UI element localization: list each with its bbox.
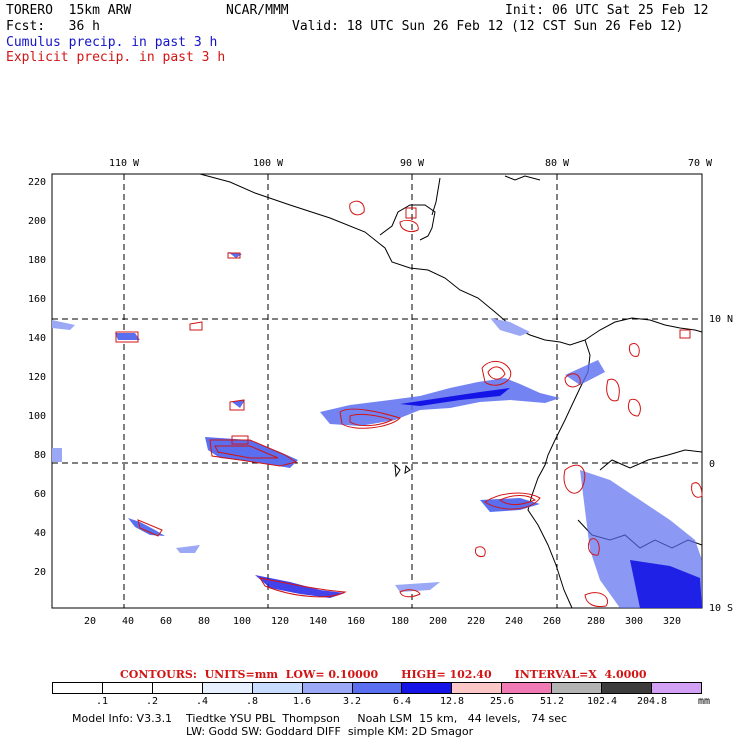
colorbar-label: 102.4 [586, 696, 618, 707]
lat-label: 10 S [709, 603, 733, 614]
x-tick: 260 [543, 616, 561, 627]
colorbar-labels: .1 .2 .4 .8 1.6 3.2 6.4 12.8 25.6 51.2 102.4 204.8 [52, 696, 702, 708]
lon-label: 110 W [109, 158, 140, 169]
colorbar-label: 204.8 [636, 696, 668, 707]
y-tick: 200 [28, 216, 46, 227]
x-tick: 100 [233, 616, 251, 627]
colorbar-swatch [102, 683, 153, 693]
lat-label: 0 [709, 459, 715, 470]
colorbar-label: .2 [145, 696, 159, 707]
x-tick: 180 [391, 616, 409, 627]
x-tick: 120 [271, 616, 289, 627]
x-tick: 160 [347, 616, 365, 627]
latitude-labels: 10 N 0 10 S [709, 314, 733, 614]
org-label: NCAR/MMM [226, 3, 289, 18]
colorbar-swatch [352, 683, 403, 693]
colorbar-swatch [652, 683, 701, 693]
y-tick: 180 [28, 255, 46, 266]
lon-label: 90 W [400, 158, 425, 169]
lon-label: 80 W [545, 158, 570, 169]
x-tick: 80 [198, 616, 210, 627]
x-tick: 20 [84, 616, 96, 627]
y-tick: 100 [28, 411, 46, 422]
colorbar-label: 12.8 [439, 696, 465, 707]
colorbar-label: 25.6 [489, 696, 515, 707]
colorbar-swatch [602, 683, 653, 693]
y-tick: 20 [34, 567, 46, 578]
colorbar-label: 6.4 [392, 696, 412, 707]
colorbar-swatch [452, 683, 503, 693]
legend-explicit: Explicit precip. in past 3 h [6, 50, 226, 65]
colorbar-swatch [152, 683, 203, 693]
colorbar-label: .4 [195, 696, 209, 707]
model-info: Model Info: V3.3.1 Tiedtke YSU PBL Thomp… [72, 712, 568, 725]
valid-time: Valid: 18 UTC Sun 26 Feb 12 (12 CST Sun … [292, 19, 684, 34]
contour-interval: INTERVAL=X 4.0000 [514, 668, 647, 681]
x-tick: 280 [587, 616, 605, 627]
y-tick: 60 [34, 489, 46, 500]
y-tick: 120 [28, 372, 46, 383]
model-physics: LW: Godd SW: Goddard DIFF simple KM: 2D … [186, 725, 474, 738]
y-tick: 140 [28, 333, 46, 344]
x-tick: 60 [160, 616, 172, 627]
colorbar-label: .8 [245, 696, 259, 707]
colorbar [52, 682, 702, 694]
colorbar-swatch [202, 683, 253, 693]
graticule [52, 174, 702, 608]
y-tick: 40 [34, 528, 46, 539]
y-tick: 160 [28, 294, 46, 305]
colorbar-label: 3.2 [342, 696, 362, 707]
y-axis: 220 200 180 160 140 120 100 80 60 40 20 [28, 177, 46, 578]
contour-low: LOW= 0.10000 [285, 668, 379, 681]
legend-cumulus: Cumulus precip. in past 3 h [6, 35, 218, 50]
colorbar-label: 1.6 [292, 696, 312, 707]
lon-label: 70 W [688, 158, 713, 169]
y-tick: 80 [34, 450, 46, 461]
forecast-hour: Fcst: 36 h [6, 19, 100, 34]
contour-label: CONTOURS: [120, 668, 197, 681]
x-tick: 240 [505, 616, 523, 627]
map-frame [51, 173, 703, 609]
colorbar-swatch [53, 683, 103, 693]
colorbar-swatch [502, 683, 553, 693]
x-tick: 200 [429, 616, 447, 627]
x-tick: 140 [309, 616, 327, 627]
explicit-precip-contours [115, 200, 703, 607]
colorbar-unit: mm [698, 696, 711, 707]
x-tick: 300 [625, 616, 643, 627]
lon-label: 100 W [253, 158, 284, 169]
x-axis: 20 40 60 80 100 120 140 160 180 200 220 … [84, 616, 681, 627]
colorbar-swatch [402, 683, 453, 693]
colorbar-label: 51.2 [539, 696, 565, 707]
contour-units: UNITS=mm [204, 668, 278, 681]
x-tick: 220 [467, 616, 485, 627]
cumulus-precip [52, 252, 702, 608]
x-tick: 320 [663, 616, 681, 627]
colorbar-swatch [552, 683, 603, 693]
colorbar-swatch [252, 683, 303, 693]
model-title: TORERO 15km ARW [6, 3, 132, 18]
lat-label: 10 N [709, 314, 733, 325]
colorbar-label: .1 [95, 696, 109, 707]
init-time: Init: 06 UTC Sat 25 Feb 12 [505, 3, 709, 18]
contour-high: HIGH= 102.40 [401, 668, 492, 681]
contour-info: CONTOURS: UNITS=mm LOW= 0.10000 HIGH= 10… [120, 668, 647, 681]
x-tick: 40 [122, 616, 134, 627]
y-tick: 220 [28, 177, 46, 188]
colorbar-swatch [302, 683, 353, 693]
longitude-labels: 110 W 100 W 90 W 80 W 70 W [109, 158, 713, 169]
